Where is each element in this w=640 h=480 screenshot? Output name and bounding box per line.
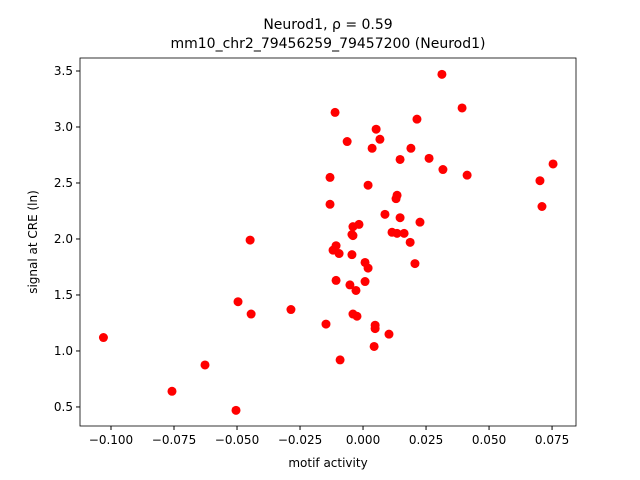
y-tick-label: 1.0: [54, 344, 73, 358]
point: [375, 134, 385, 144]
point: [548, 159, 558, 169]
point: [424, 153, 434, 163]
point: [535, 176, 545, 186]
point: [348, 231, 358, 241]
point: [363, 263, 373, 273]
point: [370, 324, 380, 334]
point: [392, 228, 402, 238]
point: [325, 172, 335, 182]
point: [399, 228, 409, 238]
x-tick-label: −0.025: [278, 433, 322, 447]
point: [347, 250, 357, 260]
chart-subtitle: mm10_chr2_79456259_79457200 (Neurod1): [171, 36, 486, 52]
y-tick-label: 0.5: [54, 400, 73, 414]
point: [395, 154, 405, 164]
x-tick-label: 0.050: [472, 433, 506, 447]
point: [231, 405, 241, 415]
point: [286, 305, 296, 315]
point: [415, 217, 425, 227]
point: [363, 180, 373, 190]
point: [384, 329, 394, 339]
plot-frame: [79, 57, 577, 427]
point: [321, 319, 331, 329]
point: [167, 386, 177, 396]
point: [371, 124, 381, 134]
x-tick-label: 0.000: [346, 433, 380, 447]
point: [342, 137, 352, 147]
y-tick-label: 1.5: [54, 288, 73, 302]
point: [462, 170, 472, 180]
x-tick-label: 0.025: [409, 433, 443, 447]
point: [380, 209, 390, 219]
point: [98, 333, 108, 343]
x-tick-label: −0.075: [152, 433, 196, 447]
point: [438, 165, 448, 175]
chart-title: Neurod1, ρ = 0.59: [263, 17, 392, 33]
point: [405, 237, 415, 247]
point: [233, 297, 243, 307]
point: [330, 107, 340, 117]
x-tick-label: −0.050: [215, 433, 259, 447]
x-tick-label: 0.075: [535, 433, 569, 447]
point: [331, 241, 341, 251]
point: [200, 360, 210, 370]
point: [352, 311, 362, 321]
point: [369, 341, 379, 351]
point: [410, 259, 420, 269]
point: [345, 280, 355, 290]
x-axis-label: motif activity: [288, 456, 367, 470]
point: [354, 219, 364, 229]
point: [392, 190, 402, 200]
point: [537, 201, 547, 211]
point: [412, 114, 422, 124]
y-tick-label: 3.5: [54, 64, 73, 78]
point: [245, 235, 255, 245]
point: [351, 285, 361, 295]
point: [457, 103, 467, 113]
point: [246, 309, 256, 319]
y-tick-label: 2.0: [54, 232, 73, 246]
y-axis-label: signal at CRE (ln): [26, 190, 40, 294]
point: [331, 275, 341, 285]
point: [360, 277, 370, 287]
point: [334, 249, 344, 259]
point: [325, 199, 335, 209]
x-tick-label: −0.100: [89, 433, 133, 447]
point: [395, 213, 405, 223]
point: [437, 69, 447, 79]
y-tick-label: 3.0: [54, 120, 73, 134]
point: [406, 143, 416, 153]
point: [367, 143, 377, 153]
point: [335, 355, 345, 365]
y-tick-label: 2.5: [54, 176, 73, 190]
